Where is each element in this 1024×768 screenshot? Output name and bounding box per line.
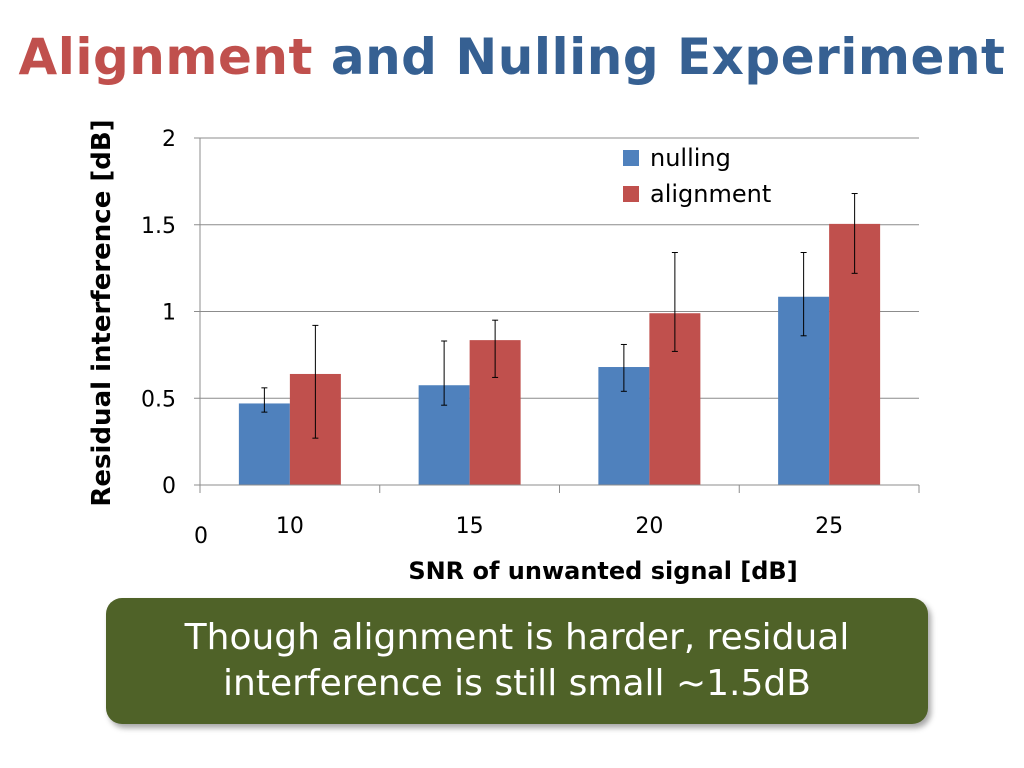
callout-text: Though alignment is harder, residual int… (184, 617, 850, 704)
x-axis-label: SNR of unwanted signal [dB] (408, 557, 797, 585)
error-bars (261, 193, 858, 439)
title-rest: and Nulling Experiment (330, 28, 1006, 86)
y-axis-label: Residual interference [dB] (87, 119, 117, 506)
y-tick-label: 0.5 (141, 387, 176, 412)
y-tick-label: 1.5 (141, 214, 176, 239)
legend-label-alignment: alignment (650, 180, 771, 208)
bar-chart: 0 0.5 1 1.5 2 10 15 20 25 nulling alignment Resid… (87, 119, 920, 585)
slide-title: Alignment and Nulling Experiment (0, 28, 1024, 86)
x-tick-label: 10 (276, 514, 304, 539)
y-tick-label: 0 (162, 474, 176, 499)
x-tick-label: 20 (635, 514, 663, 539)
legend: nulling alignment (623, 144, 771, 208)
legend-swatch-nulling (623, 150, 639, 166)
bar-nulling (238, 403, 290, 485)
x-tick-label: 15 (456, 514, 484, 539)
axes: 0 0.5 1 1.5 2 10 15 20 25 (141, 127, 920, 539)
x-axis-origin-label: 0 (194, 524, 208, 549)
bars (238, 223, 881, 485)
y-tick-label: 2 (162, 127, 176, 152)
title-accent-word: Alignment (18, 28, 313, 86)
legend-swatch-alignment (623, 186, 639, 202)
x-tick-label: 25 (815, 514, 843, 539)
summary-callout: Though alignment is harder, residual int… (106, 598, 928, 724)
y-tick-label: 1 (162, 301, 176, 326)
legend-label-nulling: nulling (650, 144, 731, 172)
